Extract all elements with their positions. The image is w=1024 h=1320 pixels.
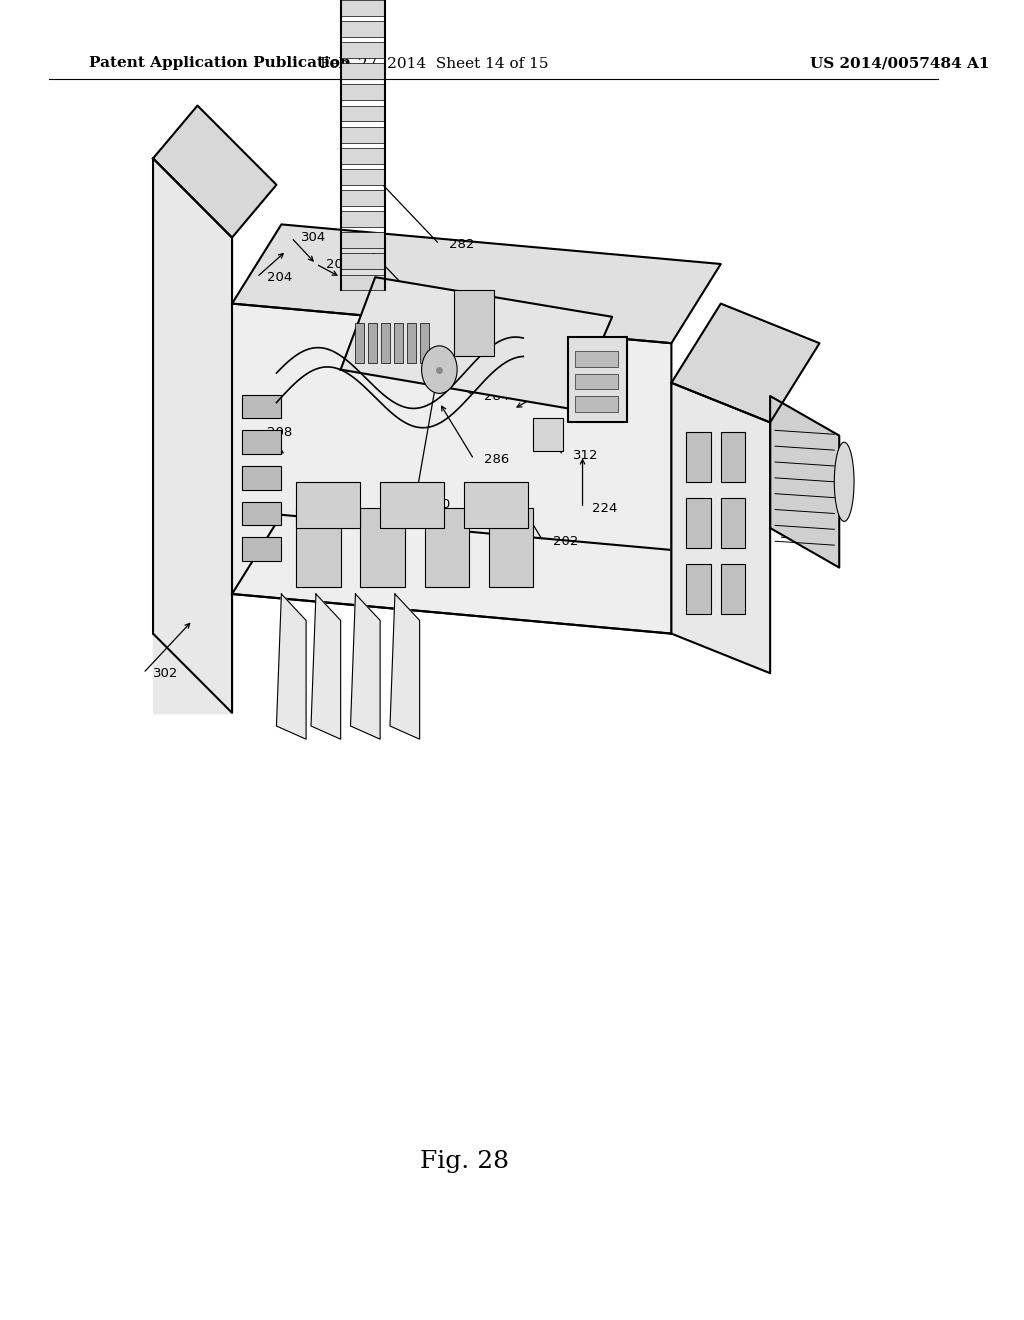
- Polygon shape: [672, 383, 770, 673]
- Bar: [341, 21, 385, 37]
- Bar: [574, 351, 618, 367]
- Text: 302: 302: [153, 667, 178, 680]
- Text: 304: 304: [301, 231, 327, 244]
- Bar: [567, 337, 627, 422]
- Text: 288: 288: [504, 330, 528, 343]
- Text: 282: 282: [450, 238, 474, 251]
- Bar: [534, 418, 563, 451]
- Polygon shape: [232, 224, 721, 343]
- Bar: [420, 323, 428, 363]
- Polygon shape: [311, 594, 341, 739]
- Bar: [381, 323, 390, 363]
- Bar: [355, 323, 365, 363]
- Bar: [574, 396, 618, 412]
- Bar: [464, 482, 528, 528]
- Circle shape: [422, 346, 457, 393]
- Bar: [242, 430, 282, 454]
- Bar: [341, 127, 385, 143]
- Bar: [721, 432, 745, 482]
- Polygon shape: [390, 594, 420, 739]
- Bar: [341, 0, 385, 16]
- Bar: [242, 537, 282, 561]
- Text: 308: 308: [800, 462, 825, 475]
- Text: 220: 220: [593, 363, 617, 376]
- Text: 204: 204: [266, 271, 292, 284]
- Text: 230: 230: [425, 521, 450, 535]
- Polygon shape: [232, 304, 672, 634]
- Bar: [341, 169, 385, 185]
- Text: 306: 306: [780, 528, 805, 541]
- Bar: [296, 482, 360, 528]
- Bar: [242, 466, 282, 490]
- Text: 206: 206: [326, 257, 351, 271]
- Bar: [341, 63, 385, 79]
- Bar: [341, 190, 385, 206]
- Bar: [341, 148, 385, 164]
- Text: 400: 400: [371, 310, 395, 323]
- Bar: [425, 508, 469, 587]
- Bar: [296, 508, 341, 587]
- Text: 280: 280: [425, 290, 450, 304]
- Text: 284: 284: [483, 389, 509, 403]
- Bar: [380, 482, 444, 528]
- Bar: [369, 323, 377, 363]
- Text: 280: 280: [415, 330, 440, 343]
- Text: Fig. 28: Fig. 28: [420, 1150, 509, 1173]
- Polygon shape: [672, 304, 819, 422]
- Ellipse shape: [835, 442, 854, 521]
- Text: Feb. 27, 2014  Sheet 14 of 15: Feb. 27, 2014 Sheet 14 of 15: [321, 57, 549, 70]
- Text: 312: 312: [572, 449, 598, 462]
- Polygon shape: [153, 106, 276, 238]
- Bar: [721, 564, 745, 614]
- Bar: [360, 508, 404, 587]
- Polygon shape: [232, 515, 721, 634]
- Polygon shape: [341, 277, 612, 409]
- Polygon shape: [153, 158, 232, 713]
- Polygon shape: [770, 396, 840, 568]
- Text: 292: 292: [395, 290, 420, 304]
- Bar: [407, 323, 416, 363]
- Bar: [686, 432, 711, 482]
- Bar: [341, 84, 385, 100]
- Polygon shape: [276, 594, 306, 739]
- Text: Patent Application Publication: Patent Application Publication: [89, 57, 351, 70]
- Bar: [394, 323, 402, 363]
- Bar: [488, 508, 534, 587]
- Bar: [341, 42, 385, 58]
- Bar: [242, 395, 282, 418]
- Polygon shape: [153, 158, 232, 713]
- Bar: [341, 232, 385, 248]
- Bar: [341, 253, 385, 269]
- Text: 202: 202: [553, 535, 579, 548]
- Bar: [341, 106, 385, 121]
- Text: US 2014/0057484 A1: US 2014/0057484 A1: [810, 57, 989, 70]
- Text: 286: 286: [483, 453, 509, 466]
- Bar: [455, 290, 494, 356]
- Bar: [686, 498, 711, 548]
- Text: 240: 240: [425, 498, 450, 511]
- Polygon shape: [350, 594, 380, 739]
- Text: 310: 310: [745, 409, 771, 422]
- Bar: [574, 374, 618, 389]
- Text: 224: 224: [593, 502, 617, 515]
- Bar: [242, 502, 282, 525]
- Text: 208: 208: [266, 426, 292, 440]
- Bar: [341, 211, 385, 227]
- Bar: [721, 498, 745, 548]
- Bar: [341, 275, 385, 290]
- Bar: [686, 564, 711, 614]
